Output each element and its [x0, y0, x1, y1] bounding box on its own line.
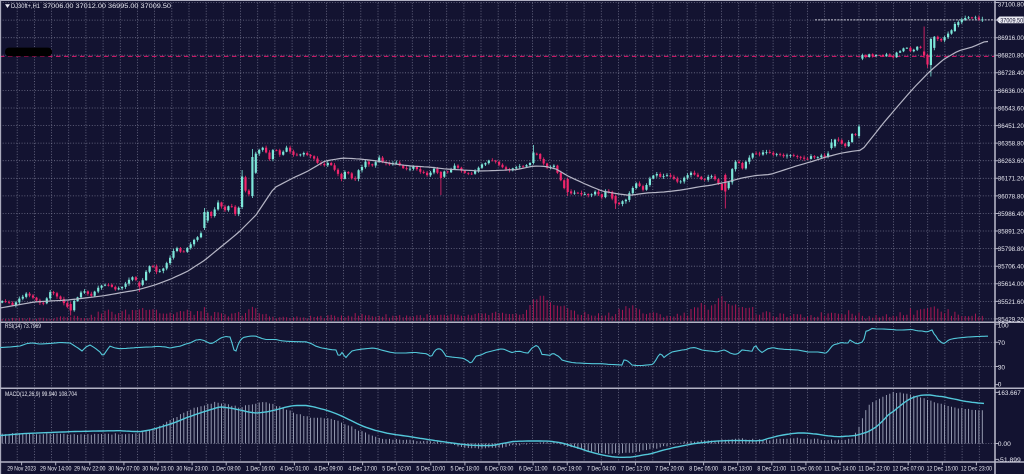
svg-text:4 Dec 17:00: 4 Dec 17:00	[348, 465, 377, 472]
svg-text:29 Nov 14:00: 29 Nov 14:00	[40, 465, 72, 472]
svg-text:35429.20: 35429.20	[998, 316, 1024, 323]
svg-text:MACD(12,26,9) 99.940 108.704: MACD(12,26,9) 99.940 108.704	[5, 391, 77, 398]
svg-text:36358.80: 36358.80	[998, 141, 1024, 148]
svg-text:11 Dec 14:00: 11 Dec 14:00	[824, 465, 856, 472]
svg-text:5 Dec 02:00: 5 Dec 02:00	[382, 465, 411, 472]
svg-text:8 Dec 13:00: 8 Dec 13:00	[723, 465, 752, 472]
svg-text:8 Dec 05:00: 8 Dec 05:00	[689, 465, 718, 472]
svg-text:37006.00 37012.00 36995.00 370: 37006.00 37012.00 36995.00 37009.50	[43, 3, 171, 10]
svg-text:11 Dec 22:00: 11 Dec 22:00	[858, 465, 890, 472]
svg-text:6 Dec 11:00: 6 Dec 11:00	[519, 465, 548, 472]
svg-text:35891.20: 35891.20	[998, 228, 1024, 235]
svg-text:4 Dec 01:00: 4 Dec 01:00	[280, 465, 309, 472]
svg-text:RSI(14) 73.7969: RSI(14) 73.7969	[5, 323, 41, 330]
svg-text:-51.899: -51.899	[998, 457, 1021, 464]
svg-text:1 Dec 16:00: 1 Dec 16:00	[246, 465, 275, 472]
svg-text:36916.00: 36916.00	[998, 35, 1024, 42]
svg-text:0: 0	[998, 381, 1002, 388]
svg-text:29 Nov 2023: 29 Nov 2023	[7, 465, 36, 472]
svg-text:35614.00: 35614.00	[998, 281, 1024, 288]
svg-text:36171.20: 36171.20	[998, 176, 1024, 183]
svg-text:35798.80: 35798.80	[998, 246, 1024, 253]
svg-text:7 Dec 04:00: 7 Dec 04:00	[587, 465, 616, 472]
svg-text:36728.40: 36728.40	[998, 70, 1024, 77]
svg-text:12 Dec 23:00: 12 Dec 23:00	[961, 465, 993, 472]
svg-text:7 Dec 20:00: 7 Dec 20:00	[655, 465, 684, 472]
svg-text:29 Nov 22:00: 29 Nov 22:00	[74, 465, 106, 472]
svg-text:35986.40: 35986.40	[998, 211, 1024, 218]
svg-text:163.667: 163.667	[998, 390, 1021, 397]
svg-text:0.00: 0.00	[998, 441, 1011, 448]
svg-text:36636.00: 36636.00	[998, 88, 1024, 95]
svg-text:30 Nov 07:00: 30 Nov 07:00	[108, 465, 140, 472]
svg-text:100: 100	[998, 323, 1009, 330]
svg-text:36820.80: 36820.80	[998, 53, 1024, 60]
svg-text:5 Dec 10:00: 5 Dec 10:00	[416, 465, 445, 472]
svg-text:6 Dec 19:00: 6 Dec 19:00	[553, 465, 582, 472]
svg-text:37009.50: 37009.50	[1000, 17, 1023, 24]
svg-text:36543.60: 36543.60	[998, 105, 1024, 112]
svg-text:36078.80: 36078.80	[998, 193, 1024, 200]
svg-text:30: 30	[998, 364, 1006, 371]
svg-text:36263.60: 36263.60	[998, 158, 1024, 165]
svg-text:4 Dec 09:00: 4 Dec 09:00	[314, 465, 343, 472]
svg-text:36451.20: 36451.20	[998, 123, 1024, 130]
svg-text:30 Nov 23:00: 30 Nov 23:00	[176, 465, 208, 472]
svg-text:12 Dec 15:00: 12 Dec 15:00	[927, 465, 959, 472]
svg-text:8 Dec 21:00: 8 Dec 21:00	[757, 465, 786, 472]
svg-text:35521.60: 35521.60	[998, 299, 1024, 306]
svg-text:70: 70	[998, 340, 1006, 347]
svg-text:1 Dec 08:00: 1 Dec 08:00	[212, 465, 241, 472]
svg-text:5 Dec 18:00: 5 Dec 18:00	[451, 465, 480, 472]
svg-text:30 Nov 15:00: 30 Nov 15:00	[142, 465, 174, 472]
svg-text:35706.40: 35706.40	[998, 264, 1024, 271]
svg-text:11 Dec 06:00: 11 Dec 06:00	[790, 465, 822, 472]
svg-text:DJ30ft+,H1: DJ30ft+,H1	[11, 3, 40, 10]
svg-text:37100.80: 37100.80	[998, 2, 1024, 9]
svg-text:6 Dec 03:00: 6 Dec 03:00	[485, 465, 514, 472]
svg-text:7 Dec 12:00: 7 Dec 12:00	[621, 465, 650, 472]
svg-text:12 Dec 07:00: 12 Dec 07:00	[893, 465, 925, 472]
